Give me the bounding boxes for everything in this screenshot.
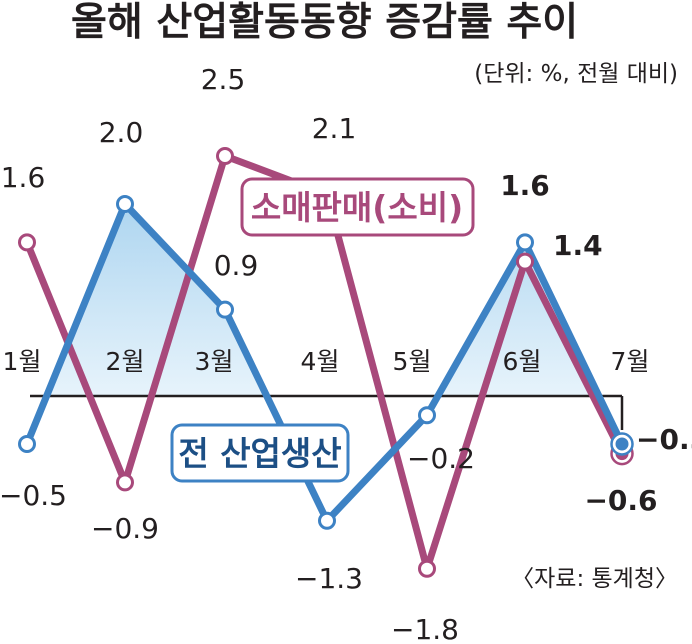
x-tick-label: 3월 — [195, 347, 234, 376]
x-tick-label: 7월 — [611, 347, 650, 376]
production-point — [216, 300, 234, 319]
production-point — [18, 435, 36, 453]
retail-data-label: 1.4 — [553, 229, 603, 262]
retail-data-label: −0.9 — [91, 512, 159, 545]
retail-legend-box — [240, 177, 475, 237]
x-tick-label: 6월 — [503, 347, 542, 376]
retail-series-name: 소매판매(소비) — [251, 188, 463, 227]
production-data-label: −0.2 — [407, 442, 475, 475]
shaded-area-layer — [27, 204, 622, 396]
production-point — [418, 406, 436, 425]
production-data-label: 2.0 — [99, 116, 144, 149]
production-data-label: 1.6 — [500, 169, 550, 202]
data-labels: 1.6 −0.9 2.5 2.1 −1.8 1.4 −0.6 −0.5 2.0 0.9 −1.3 −0… — [0, 63, 692, 644]
x-tick-labels: 1월 2월 3월 4월 5월 6월 7월 — [3, 347, 650, 376]
production-data-label: 0.9 — [214, 249, 259, 282]
x-tick-label: 5월 — [393, 347, 432, 376]
retail-point — [116, 473, 134, 492]
production-point — [318, 511, 336, 530]
retail-point — [516, 252, 534, 271]
x-tick-label: 4월 — [301, 347, 340, 376]
production-series-name: 전 산업생산 — [178, 434, 341, 473]
production-point — [116, 195, 134, 213]
x-tick-label: 1월 — [3, 347, 42, 376]
production-data-label: −0.5 — [636, 423, 692, 456]
production-data-label: −0.5 — [0, 479, 67, 512]
production-point — [612, 434, 632, 454]
retail-point — [18, 233, 36, 252]
retail-point — [216, 147, 234, 165]
retail-point — [418, 559, 436, 578]
production-positive-area — [27, 204, 622, 396]
retail-data-label: −1.8 — [391, 613, 459, 644]
production-data-label: −1.3 — [295, 562, 363, 595]
production-point-ring — [610, 432, 634, 456]
retail-data-label: 2.1 — [312, 112, 357, 145]
chart-title: 올해 산업활동동향 증감률 추이 — [71, 0, 578, 45]
retail-data-label: 2.5 — [201, 63, 246, 96]
production-legend-box — [170, 423, 350, 483]
retail-data-label: 1.6 — [1, 161, 46, 194]
x-tick-label: 2월 — [106, 347, 145, 376]
source-note: 〈자료: 통계청〉 — [511, 566, 678, 592]
retail-data-label: −0.6 — [584, 484, 657, 517]
unit-note: (단위: %, 전월 대비) — [474, 61, 678, 87]
series-points — [18, 147, 634, 578]
production-point — [516, 233, 534, 252]
